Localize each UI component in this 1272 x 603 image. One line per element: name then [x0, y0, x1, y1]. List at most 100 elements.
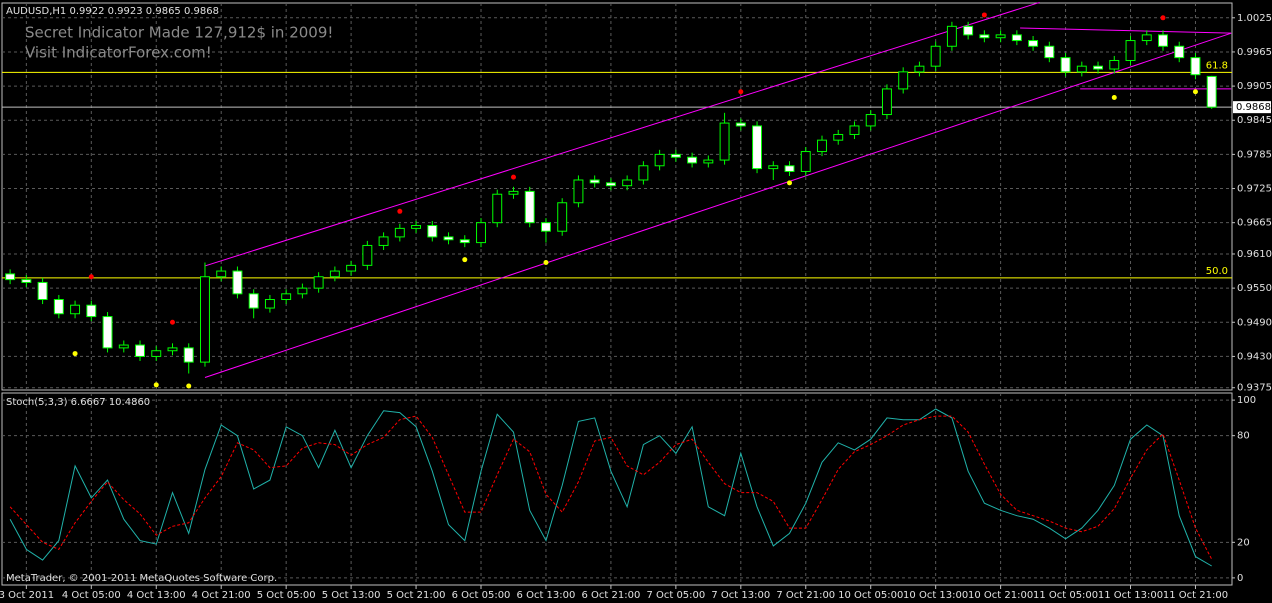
y-tick-label: 20: [1237, 537, 1250, 548]
annotation: Secret Indicator Made 127,912$ in 2009!: [25, 24, 333, 42]
candle-body: [719, 122, 730, 161]
candle-body: [216, 270, 227, 278]
candle-body: [784, 165, 795, 172]
candle-body: [5, 273, 16, 281]
candle-body: [281, 293, 292, 301]
y-tick-label: 0.9905: [1237, 81, 1272, 92]
candle-body: [459, 239, 470, 244]
stoch-title: Stoch(5,3,3) 6.6667 10.4860: [6, 397, 150, 408]
x-tick-label: 4 Oct 13:00: [127, 590, 186, 601]
fractal-marker: [981, 12, 987, 18]
candle-body: [151, 350, 162, 357]
x-tick-label: 11 Oct 13:00: [1098, 590, 1163, 601]
candle-body: [102, 316, 113, 349]
grid-layer: [2, 3, 1235, 585]
y-tick-label: 80: [1237, 431, 1250, 442]
candle-body: [1190, 57, 1201, 76]
candle-body: [394, 227, 405, 238]
candle-body: [1109, 59, 1120, 70]
fractal-marker: [88, 274, 94, 280]
candle-body: [200, 276, 210, 363]
candle-body: [768, 165, 779, 170]
fractal-marker: [787, 180, 793, 186]
series-line: [9, 415, 1213, 560]
candle-body: [53, 299, 64, 315]
candle-body: [573, 179, 584, 204]
candle-body: [946, 25, 957, 47]
candle-body: [135, 344, 145, 357]
candle-body: [849, 125, 860, 135]
y-tick-label: 0.9550: [1237, 283, 1272, 294]
y-tick-label: 0.9725: [1237, 184, 1272, 195]
candle-body: [362, 244, 373, 266]
candle-body: [118, 344, 129, 349]
candle-body: [1093, 65, 1104, 70]
candle-body: [752, 125, 763, 170]
trendline: [204, 1, 1040, 267]
y-tick-label: 0.9610: [1237, 249, 1272, 260]
candle-body: [329, 270, 340, 278]
candle-body: [492, 193, 503, 224]
candle-body: [557, 202, 568, 232]
candle-body: [995, 34, 1006, 39]
candle-body: [346, 264, 357, 272]
x-tick-label: 10 Oct 13:00: [903, 590, 968, 601]
annotation: Visit IndicatorForex.com!: [25, 44, 212, 62]
y-tick-label: 100: [1237, 395, 1256, 406]
x-tick-label: 5 Oct 13:00: [322, 590, 381, 601]
candle-body: [670, 153, 681, 158]
candle-body: [378, 236, 389, 246]
x-tick-label: 4 Oct 21:00: [192, 590, 251, 601]
candle-body: [979, 34, 990, 39]
x-tick-label: 6 Oct 13:00: [517, 590, 576, 601]
y-tick-label: 0.9845: [1237, 115, 1272, 126]
x-tick-label: 7 Oct 21:00: [776, 590, 835, 601]
candle-body: [817, 139, 827, 153]
candle-body: [524, 190, 535, 224]
candle-body: [898, 71, 909, 90]
candle-body: [313, 276, 324, 289]
price-label-box: [1233, 101, 1271, 114]
candle-body: [1141, 34, 1152, 42]
footer: MetaTrader, © 2001-2011 MetaQuotes Softw…: [6, 573, 277, 584]
candle-body: [1174, 45, 1185, 59]
candle-body: [963, 25, 974, 36]
candle-body: [248, 293, 259, 309]
candle-body: [1158, 34, 1168, 47]
candle-body: [914, 65, 925, 73]
candle-body: [930, 45, 941, 67]
fractal-marker: [1160, 15, 1166, 21]
candle-body: [232, 270, 243, 295]
trendline: [204, 32, 1232, 378]
y-tick-label: 0.9965: [1237, 47, 1272, 58]
x-tick-label: 10 Oct 21:00: [968, 590, 1033, 601]
x-tick-label: 4 Oct 05:00: [62, 590, 121, 601]
candle-body: [687, 156, 698, 164]
candle-body: [703, 159, 714, 164]
marks-layer: [2, 1, 1232, 567]
x-tick-label: 6 Oct 21:00: [581, 590, 640, 601]
candle-body: [86, 304, 97, 318]
x-tick-label: 5 Oct 05:00: [257, 590, 316, 601]
x-tick-label: 10 Oct 05:00: [838, 590, 903, 601]
y-tick-label: 0.9665: [1237, 218, 1272, 229]
price-title: AUDUSD,H1 0.9922 0.9923 0.9865 0.9868: [6, 6, 219, 17]
candle-body: [1060, 57, 1071, 73]
trendline: [1020, 27, 1232, 34]
fractal-marker: [1192, 89, 1198, 95]
fractal-marker: [72, 351, 78, 357]
x-tick-label: 11 Oct 05:00: [1033, 590, 1098, 601]
candle-body: [264, 299, 275, 309]
fractal-marker: [186, 383, 192, 389]
fractal-marker: [543, 260, 549, 266]
candle-body: [167, 347, 178, 352]
x-tick-label: 11 Oct 21:00: [1163, 590, 1228, 601]
x-tick-label: 3 Oct 2011: [0, 590, 54, 601]
x-tick-label: 7 Oct 13:00: [711, 590, 770, 601]
candle-body: [1206, 75, 1217, 108]
stoch-panel-frame: [1, 392, 1233, 586]
candle-body: [37, 281, 48, 301]
